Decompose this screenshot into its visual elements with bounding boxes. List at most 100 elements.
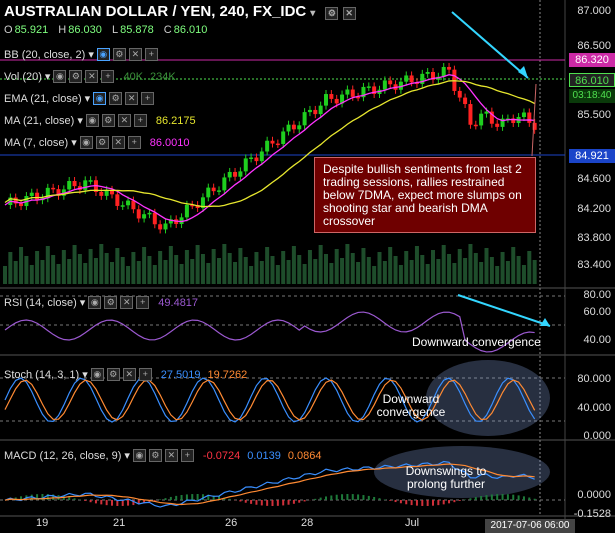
indicator-ma21[interactable]: MA (21, close) ▾ ◉ ⚙ ✕ + 86.2175	[4, 114, 196, 127]
add-icon[interactable]: +	[127, 136, 141, 149]
volume-bar	[51, 255, 56, 284]
candle-body	[35, 192, 40, 201]
chevron-down-icon[interactable]: ▾	[82, 369, 88, 381]
stoch-k-line	[4, 377, 536, 423]
settings-icon[interactable]: ⚙	[95, 136, 109, 149]
volume-bar	[447, 254, 452, 284]
add-icon[interactable]: +	[180, 449, 194, 462]
volume-bar	[190, 259, 195, 284]
volume-bar	[521, 265, 526, 284]
candle-body	[473, 124, 478, 127]
settings-icon[interactable]: ⚙	[109, 92, 123, 105]
candle-body	[83, 180, 88, 190]
volume-bar	[281, 251, 286, 284]
chevron-down-icon[interactable]: ▾	[124, 450, 130, 462]
rsi-annotation[interactable]: Downward convergence	[412, 335, 541, 349]
main-annotation[interactable]: Despite bullish sentiments from last 2 t…	[314, 157, 536, 233]
volume-bar	[83, 263, 88, 284]
eye-icon[interactable]: ◉	[85, 114, 99, 127]
bearish-trendline	[451, 11, 529, 79]
candle-body	[222, 177, 227, 191]
indicator-stoch[interactable]: Stoch (14, 3, 1) ▾ ◉ ⚙ ✕ + 27.5019 19.726…	[4, 368, 248, 381]
add-icon[interactable]: +	[138, 368, 152, 381]
volume-bar	[441, 245, 446, 284]
settings-icon[interactable]: ⚙	[106, 368, 120, 381]
indicator-ma7[interactable]: MA (7, close) ▾ ◉ ⚙ ✕ + 86.0010	[4, 136, 190, 149]
eye-icon[interactable]: ◉	[132, 449, 146, 462]
stoch-tick: 40.000	[577, 402, 611, 414]
close-icon[interactable]: ✕	[111, 136, 125, 149]
settings-icon[interactable]: ⚙	[112, 48, 126, 61]
settings-icon[interactable]: ⚙	[104, 296, 118, 309]
candle-body	[270, 140, 275, 144]
indicator-macd[interactable]: MACD (12, 26, close, 9) ▾ ◉ ⚙ ✕ + -0.0724…	[4, 449, 322, 462]
volume-bar	[45, 246, 50, 284]
candle-body	[324, 94, 328, 106]
volume-bar	[249, 266, 254, 284]
add-icon[interactable]: +	[136, 296, 150, 309]
close-icon[interactable]: ✕	[117, 114, 131, 127]
eye-icon[interactable]: ◉	[90, 368, 104, 381]
chevron-down-icon[interactable]: ▾	[71, 137, 77, 149]
close-icon[interactable]: ✕	[120, 296, 134, 309]
eye-icon[interactable]: ◉	[96, 48, 110, 61]
eye-icon[interactable]: ◉	[53, 70, 67, 83]
volume-bar	[238, 248, 243, 284]
close-icon[interactable]: ✕	[125, 92, 139, 105]
candle-body	[158, 224, 163, 230]
volume-bar	[233, 262, 238, 284]
ma7-value: 86.0010	[149, 136, 190, 149]
close-icon[interactable]: ✕	[85, 70, 99, 83]
settings-icon[interactable]: ⚙	[325, 7, 339, 20]
chevron-down-icon[interactable]: ▾	[79, 297, 86, 309]
indicator-vol[interactable]: Vol (20) ▾ ◉ ⚙ ✕ + 40K 234K	[4, 70, 176, 83]
eye-icon[interactable]: ◉	[93, 92, 107, 105]
volume-bar	[200, 254, 205, 284]
chevron-down-icon[interactable]: ▾	[44, 71, 51, 83]
volume-bar	[377, 252, 382, 284]
x-tick: 28	[301, 517, 314, 529]
chevron-down-icon[interactable]: ▾	[88, 49, 94, 61]
stoch-tick: 80.000	[577, 373, 611, 385]
eye-icon[interactable]: ◉	[79, 136, 93, 149]
add-icon[interactable]: +	[133, 114, 147, 127]
settings-icon[interactable]: ⚙	[69, 70, 83, 83]
chevron-down-icon[interactable]: ▾	[310, 8, 316, 19]
settings-icon[interactable]: ⚙	[101, 114, 115, 127]
candle-body	[463, 97, 468, 105]
chevron-down-icon[interactable]: ▾	[84, 93, 91, 105]
chart-title[interactable]: AUSTRALIAN DOLLAR / YEN, 240, FX_IDC ▾ ⚙ …	[4, 3, 356, 20]
chevron-down-icon[interactable]: ▾	[77, 115, 83, 127]
add-icon[interactable]: +	[144, 48, 158, 61]
x-tick: Jul	[405, 517, 420, 529]
ma21-line	[4, 80, 535, 208]
candle-body	[19, 203, 24, 207]
close-icon[interactable]: ✕	[122, 368, 136, 381]
macd-annotation[interactable]: Downswings to prolong further	[405, 464, 487, 491]
macd-tick: 0.0000	[577, 489, 611, 501]
add-icon[interactable]: +	[101, 70, 115, 83]
x-tick: 19	[36, 517, 49, 529]
settings-icon[interactable]: ⚙	[148, 449, 162, 462]
indicator-rsi[interactable]: RSI (14, close) ▾ ◉ ⚙ ✕ + 49.4817	[4, 296, 199, 309]
volume-bar	[211, 249, 216, 284]
candle-body	[217, 190, 221, 192]
indicator-ema[interactable]: EMA (21, close) ▾ ◉ ⚙ ✕ +	[4, 92, 155, 105]
stoch-annotation[interactable]: Downward convergence	[376, 392, 446, 419]
candle-body	[382, 80, 387, 90]
countdown-tag: 03:18:40	[569, 89, 615, 103]
indicator-bb[interactable]: BB (20, close, 2) ▾ ◉ ⚙ ✕ +	[4, 48, 158, 61]
volume-bar	[318, 245, 323, 284]
volume-bar	[152, 265, 157, 284]
close-icon[interactable]: ✕	[164, 449, 178, 462]
candle-body	[13, 197, 18, 204]
add-icon[interactable]: +	[141, 92, 155, 105]
volume-bar	[142, 247, 147, 284]
candle-body	[350, 89, 355, 97]
close-icon[interactable]: ✕	[128, 48, 142, 61]
candle-body	[425, 71, 430, 74]
close-icon[interactable]: ✕	[342, 7, 356, 20]
candle-body	[291, 124, 296, 130]
eye-icon[interactable]: ◉	[88, 296, 102, 309]
